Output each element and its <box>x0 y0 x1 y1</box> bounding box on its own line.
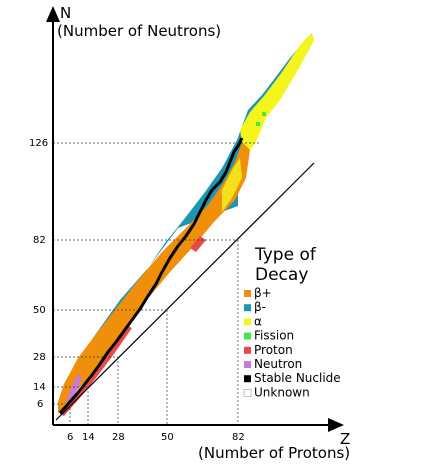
x-tick-labels: 6 14 28 50 82 <box>67 432 245 443</box>
fission-cell <box>262 112 266 116</box>
legend-swatch-5 <box>244 361 251 368</box>
legend-label-0: β+ <box>254 286 272 300</box>
n-equals-z-line <box>55 162 315 421</box>
legend-title-line1: Type of <box>254 245 317 265</box>
y-tick-14: 14 <box>33 382 46 393</box>
legend-swatch-0 <box>244 290 251 297</box>
y-axis-arrow <box>46 6 60 22</box>
legend-swatch-2 <box>244 318 251 326</box>
neutron-emitters <box>66 374 82 406</box>
stable-nuclides <box>58 137 244 414</box>
nuclide-band <box>58 33 314 416</box>
x-tick-6: 6 <box>67 432 73 443</box>
legend-swatch-1 <box>244 304 251 312</box>
x-axis-title: (Number of Protons) <box>198 444 350 462</box>
legend-swatch-4 <box>244 346 251 354</box>
x-axis-arrow <box>328 418 344 432</box>
legend-label-2: α <box>254 314 262 328</box>
y-tick-6: 6 <box>37 399 43 410</box>
magic-number-guides <box>53 142 260 425</box>
legend-label-6: Stable Nuclide <box>254 371 341 385</box>
y-tick-50: 50 <box>33 305 46 316</box>
y-axis-letter: N <box>60 4 71 22</box>
x-tick-82: 82 <box>232 432 245 443</box>
beta-plus-region <box>58 140 250 414</box>
alpha-region-lower <box>222 158 242 212</box>
y-tick-82: 82 <box>33 235 46 246</box>
legend-label-3: Fission <box>254 329 294 343</box>
legend-label-5: Neutron <box>254 357 302 371</box>
legend-swatch-7 <box>243 389 252 397</box>
legend-swatch-6 <box>244 375 251 383</box>
alpha-region <box>240 33 314 150</box>
legend-title-line2: Decay <box>255 265 308 285</box>
legend-swatch-3 <box>244 332 251 340</box>
y-axis-title: (Number of Neutrons) <box>57 22 221 40</box>
y-tick-28: 28 <box>33 352 46 363</box>
y-tick-126: 126 <box>29 138 48 149</box>
x-tick-28: 28 <box>112 432 125 443</box>
fission-cell <box>256 122 260 126</box>
legend-label-1: β- <box>254 300 266 314</box>
legend-label-7: Unknown <box>254 385 310 399</box>
legend: Type of Decay β+β-αFissionProtonNeutronS… <box>243 245 341 399</box>
y-tick-labels: 126 82 50 28 14 6 <box>29 138 48 410</box>
axes <box>46 6 344 432</box>
x-axis-letter: Z <box>340 430 350 448</box>
x-tick-50: 50 <box>161 432 174 443</box>
x-tick-14: 14 <box>82 432 95 443</box>
legend-label-4: Proton <box>254 343 293 357</box>
